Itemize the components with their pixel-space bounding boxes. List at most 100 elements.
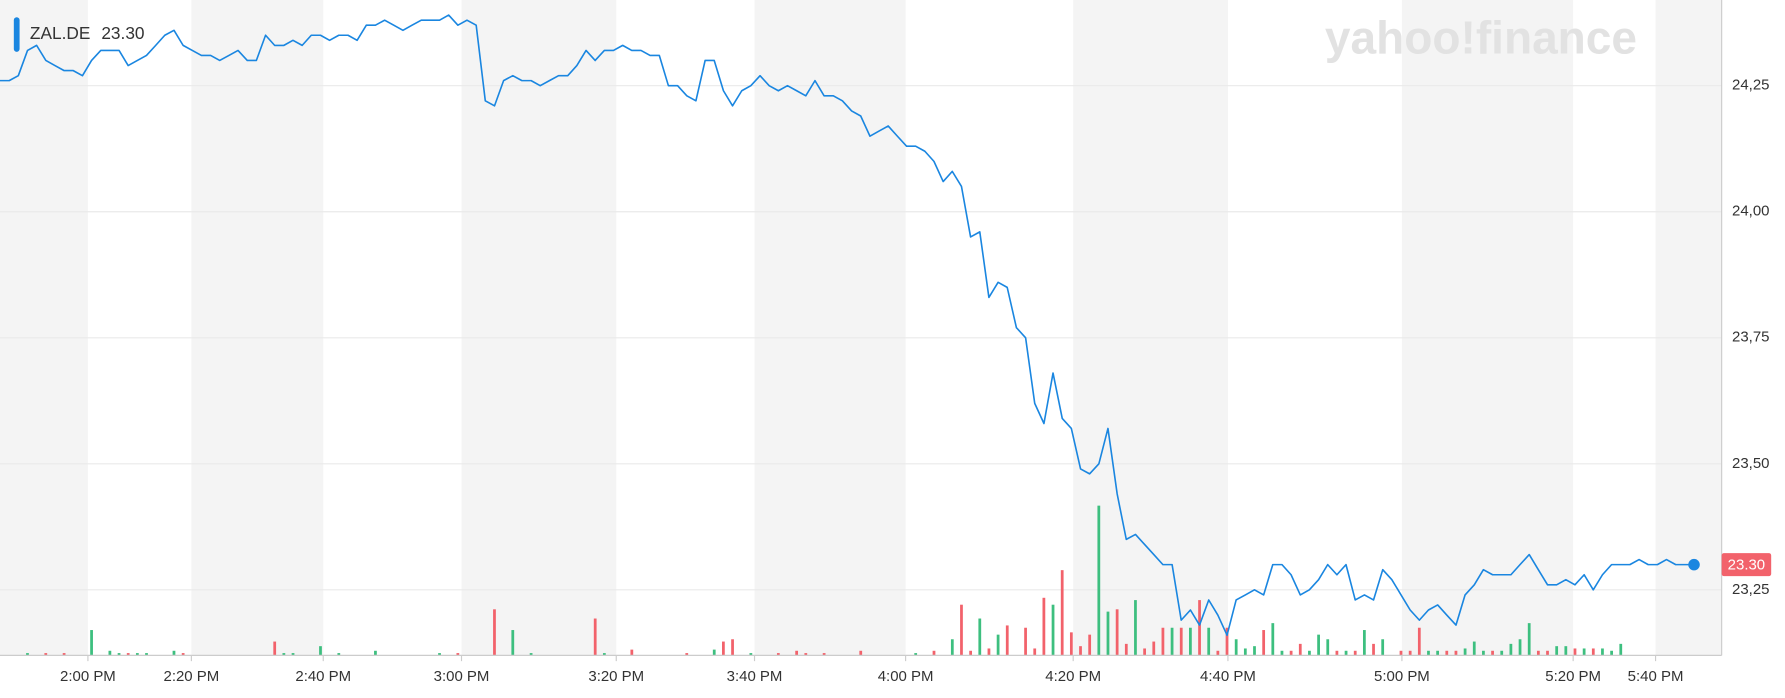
volume-bar	[273, 641, 277, 656]
volume-bar	[1491, 650, 1494, 656]
volume-bar	[1555, 646, 1559, 656]
volume-bar	[319, 646, 322, 656]
volume-bar	[44, 653, 48, 656]
volume-bar	[1482, 650, 1485, 656]
volume-bar	[987, 648, 991, 656]
volume-bar	[1262, 630, 1266, 656]
volume-bar	[1546, 650, 1549, 656]
volume-bar	[1079, 646, 1082, 656]
volume-bar	[1591, 648, 1595, 656]
volume-bar	[181, 653, 185, 656]
volume-bar	[1253, 646, 1256, 656]
volume-bar	[1601, 648, 1604, 656]
x-tick-label: 4:00 PM	[878, 668, 934, 685]
volume-bar	[1198, 600, 1201, 656]
volume-bar	[602, 653, 606, 656]
volume-bar	[282, 653, 286, 656]
y-tick-label: 23,50	[1732, 455, 1769, 472]
volume-bar	[1024, 627, 1027, 656]
volume-bar	[1527, 623, 1531, 656]
x-tick-label: 4:40 PM	[1200, 668, 1256, 685]
volume-bar	[1161, 627, 1165, 656]
volume-bar	[932, 650, 936, 656]
volume-bar	[1344, 650, 1348, 656]
volume-bar	[1289, 650, 1293, 656]
volume-bar	[126, 653, 130, 656]
legend-marker	[13, 17, 20, 52]
volume-bar	[291, 653, 295, 656]
volume-bar	[1399, 650, 1403, 656]
volume-bar	[529, 653, 533, 656]
price-badge-label: 23.30	[1728, 557, 1765, 574]
last-point	[1688, 558, 1700, 571]
volume-bar	[1271, 623, 1275, 656]
volume-bar	[1417, 627, 1421, 656]
price-line	[0, 14, 1695, 637]
y-tick-label: 24,25	[1732, 77, 1769, 94]
watermark: yahoo!finance	[1325, 12, 1637, 64]
volume-bar	[1335, 650, 1339, 656]
volume-bar	[1216, 650, 1220, 656]
volume-bar	[1308, 650, 1311, 656]
y-tick-label: 23,25	[1732, 581, 1769, 598]
volume-bar	[804, 653, 808, 656]
volume-bar	[374, 650, 377, 656]
volume-bar	[749, 653, 753, 656]
legend-price: 23.30	[101, 23, 144, 43]
volume-bar	[117, 653, 121, 656]
volume-bar	[1518, 639, 1522, 656]
volume-bar	[996, 634, 1000, 656]
volume-bar	[1005, 625, 1009, 656]
volume-bar	[1069, 632, 1073, 656]
volume-bar	[1234, 639, 1238, 656]
volume-bar	[1436, 650, 1440, 656]
volume-bar	[90, 630, 93, 656]
time-band	[754, 0, 906, 656]
x-tick-label: 2:40 PM	[295, 668, 351, 685]
volume-bar	[1088, 634, 1092, 656]
volume-bar	[712, 649, 716, 656]
volume-bar	[685, 653, 689, 656]
volume-bar	[859, 650, 863, 656]
volume-bar	[950, 639, 954, 656]
volume-bar	[1427, 650, 1430, 656]
volume-bar	[1454, 650, 1458, 656]
time-band	[1073, 0, 1228, 656]
volume-bar	[172, 650, 176, 656]
time-band	[1401, 0, 1574, 656]
x-tick-label: 3:20 PM	[588, 668, 644, 685]
volume-bar	[1353, 650, 1357, 656]
volume-bar	[1189, 627, 1192, 656]
x-tick-label: 2:00 PM	[60, 668, 116, 685]
volume-bar	[1509, 643, 1513, 656]
volume-bar	[145, 653, 148, 656]
volume-bar	[795, 650, 799, 656]
volume-bar	[1124, 643, 1128, 656]
x-tick-label: 2:20 PM	[164, 668, 220, 685]
x-tick-label: 3:40 PM	[727, 668, 783, 685]
volume-bar	[1445, 650, 1449, 656]
volume-bar	[1564, 646, 1568, 656]
volume-bar	[1115, 609, 1119, 656]
volume-bar	[1097, 505, 1101, 656]
x-tick-label: 5:20 PM	[1545, 668, 1601, 685]
volume-bar	[456, 653, 460, 656]
volume-bar	[1326, 639, 1330, 656]
x-tick-label: 4:20 PM	[1045, 668, 1101, 685]
volume-bar	[1225, 627, 1229, 656]
time-band	[1655, 0, 1722, 656]
volume-bar	[978, 618, 982, 656]
volume-bar	[1134, 600, 1137, 656]
time-band	[0, 0, 88, 656]
volume-bar	[1179, 627, 1183, 656]
volume-bar	[438, 653, 441, 656]
volume-bar	[822, 653, 826, 656]
volume-bar	[1472, 641, 1476, 656]
volume-bar	[969, 650, 973, 656]
volume-bar	[337, 653, 341, 656]
volume-bar	[1372, 643, 1375, 656]
volume-bar	[1170, 627, 1174, 656]
volume-bar	[1243, 648, 1247, 656]
volume-bar	[1060, 570, 1064, 656]
